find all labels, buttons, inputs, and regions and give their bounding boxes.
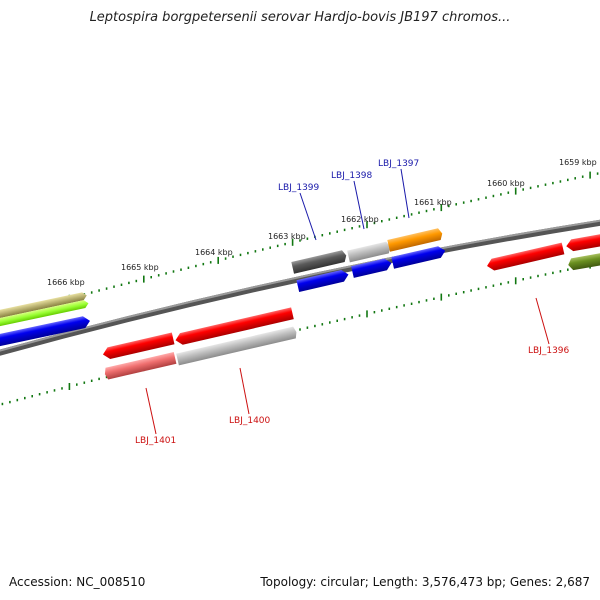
ruler-label-1663: 1663 kbp [268,232,306,241]
ruler-label-1661: 1661 kbp [414,198,452,207]
ruler-label-1659: 1659 kbp [559,158,597,167]
reverse-strand-genes [102,242,565,380]
gene-label-lbj-1396: LBJ_1396 [528,346,570,356]
topology-text: Topology: circular; Length: 3,576,473 bp… [260,575,590,589]
gene-blue-left[interactable] [0,315,91,352]
gene-label-lbj-1397: LBJ_1397 [378,159,419,169]
gene-olive-right[interactable] [567,252,600,271]
gene-label-lbj-1400: LBJ_1400 [229,416,271,426]
map-title: Leptospira borgpetersenii serovar Hardjo… [89,10,511,25]
genome-backbone [0,219,600,356]
ruler-label-1662: 1662 kbp [341,215,379,224]
gene-blue-1397b[interactable] [391,245,446,269]
gene-blue-1399b[interactable] [296,269,349,292]
forward-strand-genes [0,228,600,352]
ruler-labels: 1666 kbp 1665 kbp 1664 kbp 1663 kbp 1662… [47,158,597,287]
gene-label-lbj-1401: LBJ_1401 [135,436,176,446]
gene-red-right[interactable] [565,233,600,253]
gene-lbj-1398[interactable] [347,241,392,263]
accession-text: Accession: NC_008510 [9,575,146,589]
gene-label-lbj-1399: LBJ_1399 [278,183,320,193]
gene-lbj-1396[interactable] [486,242,565,272]
gene-lbj-1401[interactable] [104,352,177,380]
gene-blue-1398b[interactable] [351,257,393,278]
gene-lbj-1399[interactable] [291,250,347,274]
gene-lbj-1400a[interactable] [174,307,294,346]
ruler-label-1666: 1666 kbp [47,278,85,287]
gene-lbj-1401a[interactable] [102,332,175,361]
ruler-label-1665: 1665 kbp [121,263,159,272]
gene-lbj-1397[interactable] [387,228,443,252]
gene-lime-left[interactable] [0,299,89,333]
label-leaders [145,168,550,435]
ruler-label-1660: 1660 kbp [487,179,525,188]
gene-lbj-1400[interactable] [176,326,298,366]
ruler-label-1664: 1664 kbp [195,248,233,257]
gene-khaki-left[interactable] [0,292,88,325]
gene-label-lbj-1398: LBJ_1398 [331,171,373,181]
gene-labels: LBJ_1399 LBJ_1398 LBJ_1397 LBJ_1401 LBJ_… [135,159,570,446]
